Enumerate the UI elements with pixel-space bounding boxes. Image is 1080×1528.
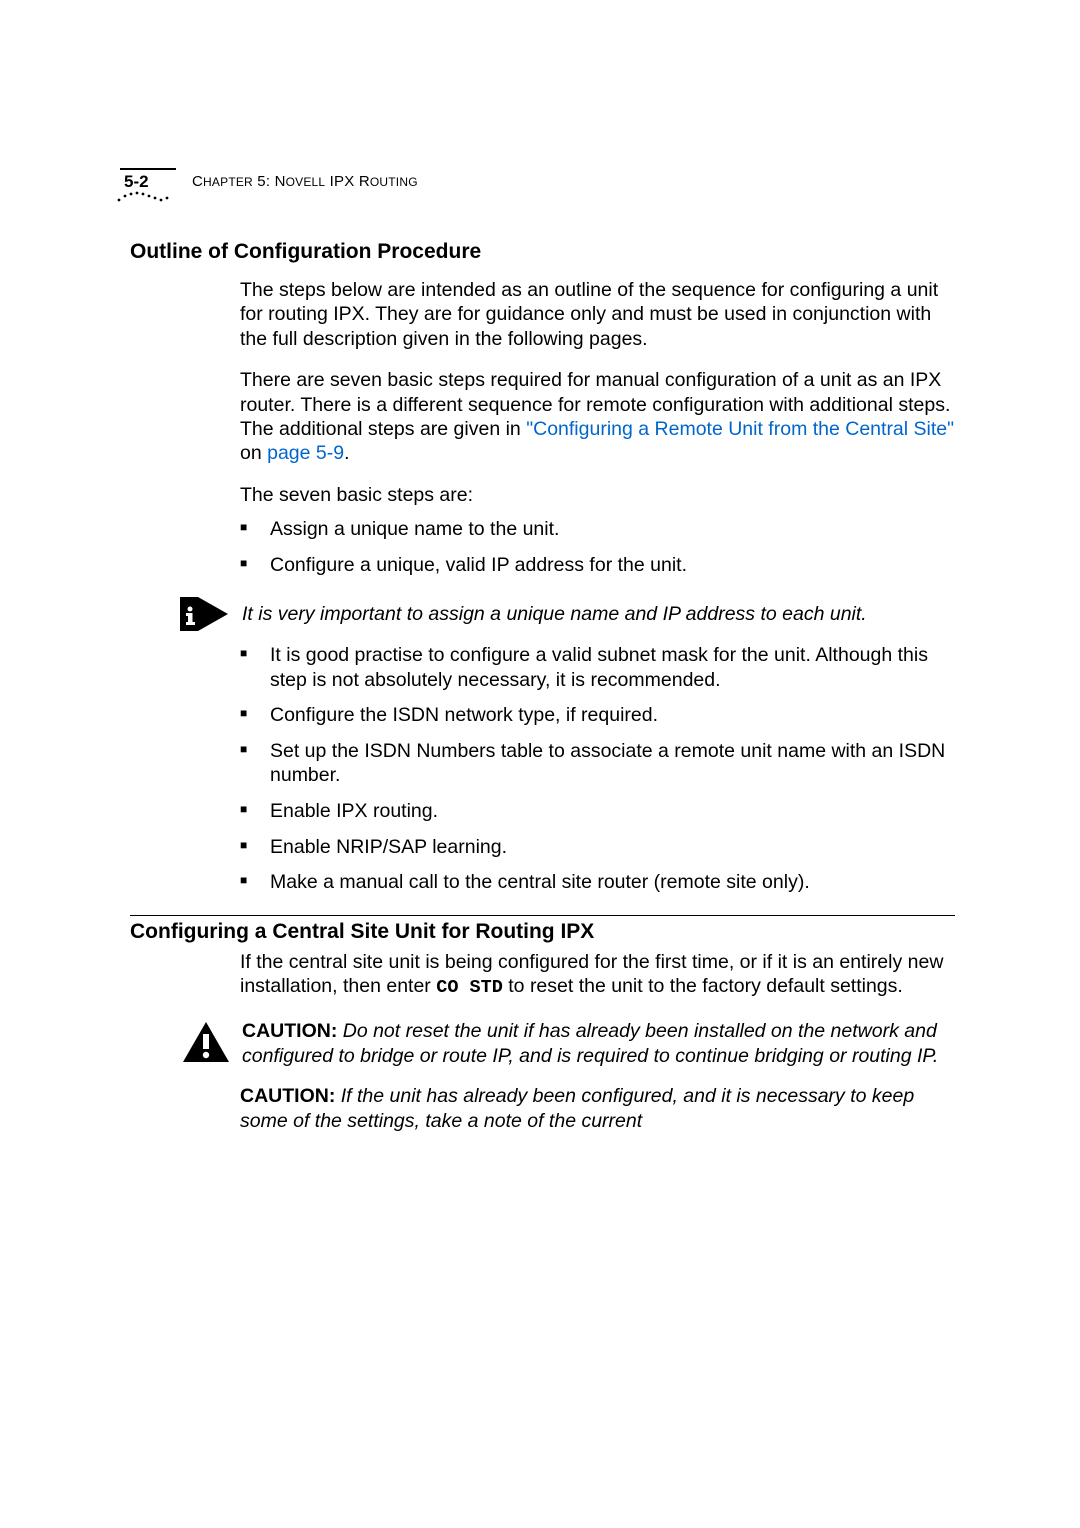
caution-text-1: CAUTION: Do not reset the unit if has al… (242, 1019, 955, 1068)
dots-decoration-icon (114, 188, 178, 204)
caution2-body: If the unit has already been configured,… (240, 1085, 914, 1132)
bullet-list-1: Assign a unique name to the unit. Config… (240, 517, 955, 577)
section1-p2: There are seven basic steps required for… (240, 368, 955, 466)
section2-p1: If the central site unit is being config… (240, 950, 955, 1000)
link-configuring-remote[interactable]: "Configuring a Remote Unit from the Cent… (526, 418, 954, 440)
chapter-text-3: 5: N (253, 173, 286, 190)
page-container: 5-2 CHAPTER 5: NOVELL IPX ROUTING Outlin… (0, 0, 1080, 1243)
chapter-title: CHAPTER 5: NOVELL IPX ROUTING (192, 173, 418, 190)
caution-row-1: CAUTION: Do not reset the unit if has al… (130, 1019, 955, 1068)
chapter-text-6: OUTING (370, 175, 418, 189)
chapter-text-5: IPX R (325, 173, 370, 190)
section1-p2b: on (240, 442, 267, 464)
caution1-body: Do not reset the unit if has already bee… (242, 1020, 938, 1067)
section1-p1: The steps below are intended as an outli… (240, 278, 955, 351)
section-title-configuring: Configuring a Central Site Unit for Rout… (130, 920, 955, 944)
section2-content: If the central site unit is being config… (240, 950, 955, 1000)
caution2-label: CAUTION: (240, 1085, 335, 1107)
info-arrow-icon (180, 597, 230, 631)
list-item: Enable NRIP/SAP learning. (240, 835, 955, 860)
code-co-std: CO STD (436, 977, 503, 998)
header-left-block: 5-2 (120, 168, 172, 204)
list-item: Make a manual call to the central site r… (240, 870, 955, 895)
chapter-text-1: C (192, 173, 203, 190)
section-divider (130, 915, 955, 916)
list-item: It is good practise to configure a valid… (240, 643, 955, 692)
caution1-label: CAUTION: (242, 1020, 337, 1042)
bullet-list-2: It is good practise to configure a valid… (240, 643, 955, 895)
link-page-5-9[interactable]: page 5-9 (267, 442, 344, 464)
list-item: Configure a unique, valid IP address for… (240, 553, 955, 578)
caution-block-2: CAUTION: If the unit has already been co… (240, 1084, 955, 1133)
list-item: Configure the ISDN network type, if requ… (240, 703, 955, 728)
warning-triangle-icon (182, 1021, 230, 1063)
list-item: Enable IPX routing. (240, 799, 955, 824)
list-item: Set up the ISDN Numbers table to associa… (240, 739, 955, 788)
chapter-text-2: HAPTER (203, 175, 253, 189)
note-row: It is very important to assign a unique … (130, 597, 955, 631)
caution-icon-wrap (130, 1019, 242, 1063)
section1-content: The steps below are intended as an outli… (240, 278, 955, 577)
section2-p1b: to reset the unit to the factory default… (503, 975, 903, 997)
section1-content-2: It is good practise to configure a valid… (240, 643, 955, 895)
info-icon-wrap (130, 597, 242, 631)
list-item: Assign a unique name to the unit. (240, 517, 955, 542)
page-header: 5-2 CHAPTER 5: NOVELL IPX ROUTING (120, 172, 955, 200)
section1-p3: The seven basic steps are: (240, 483, 955, 507)
chapter-text-4: OVELL (286, 175, 326, 189)
section-title-outline: Outline of Configuration Procedure (130, 240, 955, 264)
caution-text-2: CAUTION: If the unit has already been co… (240, 1084, 955, 1133)
section1-p2c: . (344, 442, 349, 464)
note-text: It is very important to assign a unique … (242, 602, 867, 626)
